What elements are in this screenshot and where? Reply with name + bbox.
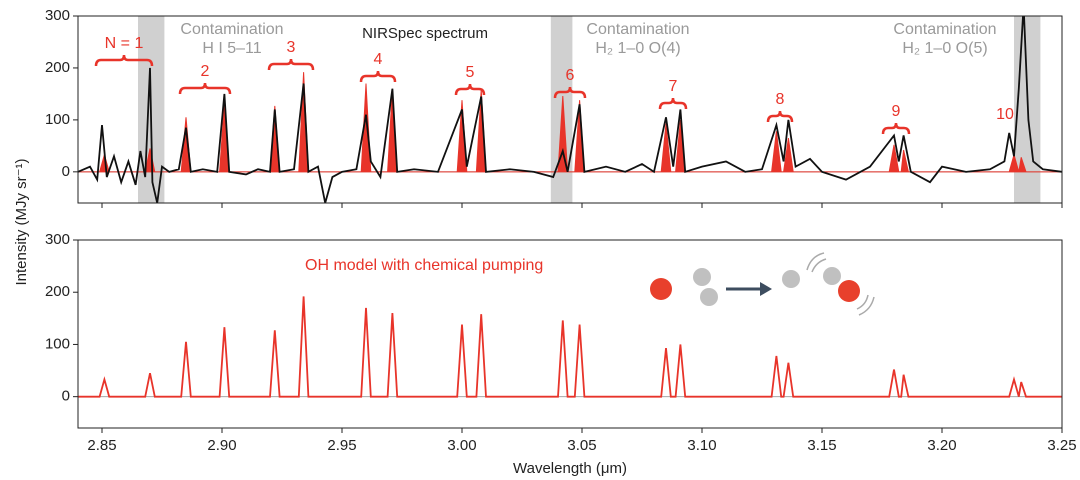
line-label: 10 <box>996 106 1014 123</box>
spectrum-line <box>78 16 1062 203</box>
y-axis-label: Intensity (MJy sr⁻¹) <box>13 158 30 285</box>
line-label: N = 1 <box>105 35 144 52</box>
line-label: 4 <box>374 51 383 68</box>
bracket <box>359 70 397 83</box>
bracket <box>94 54 154 67</box>
plot-frame <box>77 239 1063 429</box>
y-tick-label: 200 <box>45 283 70 300</box>
x-tick-label: 2.90 <box>207 437 236 454</box>
contamination-species: H I 5–11 <box>202 40 261 57</box>
line-label: 8 <box>776 91 785 108</box>
bracket <box>267 58 315 71</box>
y-tick-label: 0 <box>62 163 70 180</box>
x-tick-label: 3.05 <box>567 437 596 454</box>
plot-frame <box>77 15 1063 204</box>
bracket <box>178 82 232 95</box>
y-tick-label: 100 <box>45 111 70 128</box>
line-label: 7 <box>669 78 678 95</box>
x-tick-label: 3.25 <box>1047 437 1076 454</box>
line-label: 6 <box>566 67 575 84</box>
x-tick-label: 2.85 <box>87 437 116 454</box>
line-label: 5 <box>466 64 475 81</box>
y-tick-label: 300 <box>45 7 70 24</box>
x-tick-label: 3.15 <box>807 437 836 454</box>
contamination-label: Contamination <box>586 21 689 38</box>
molecule-diagram <box>650 252 875 316</box>
contamination-species: H₂ 1–0 O(5) <box>902 40 987 57</box>
bracket <box>553 86 587 99</box>
x-tick-label: 3.20 <box>927 437 956 454</box>
y-tick-label: 100 <box>45 335 70 352</box>
x-axis-label: Wavelength (μm) <box>513 460 627 477</box>
contamination-species: H₂ 1–0 O(4) <box>595 40 680 57</box>
line-label: 3 <box>287 39 296 56</box>
y-tick-label: 200 <box>45 59 70 76</box>
x-tick-label: 3.10 <box>687 437 716 454</box>
bracket <box>881 122 911 135</box>
contamination-label: Contamination <box>893 21 996 38</box>
y-tick-label: 300 <box>45 231 70 248</box>
line-label: 2 <box>201 63 210 80</box>
bracket <box>658 97 688 110</box>
model-area <box>78 72 1062 173</box>
x-tick-label: 2.95 <box>327 437 356 454</box>
bracket <box>454 83 486 96</box>
x-tick-label: 3.00 <box>447 437 476 454</box>
panel-title: NIRSpec spectrum <box>362 25 488 42</box>
spectrum-line <box>78 296 1062 398</box>
line-label: 9 <box>892 103 901 120</box>
bracket <box>766 110 794 123</box>
contamination-label: Contamination <box>180 21 283 38</box>
series-label: OH model with chemical pumping <box>305 257 543 274</box>
y-tick-label: 0 <box>62 388 70 405</box>
